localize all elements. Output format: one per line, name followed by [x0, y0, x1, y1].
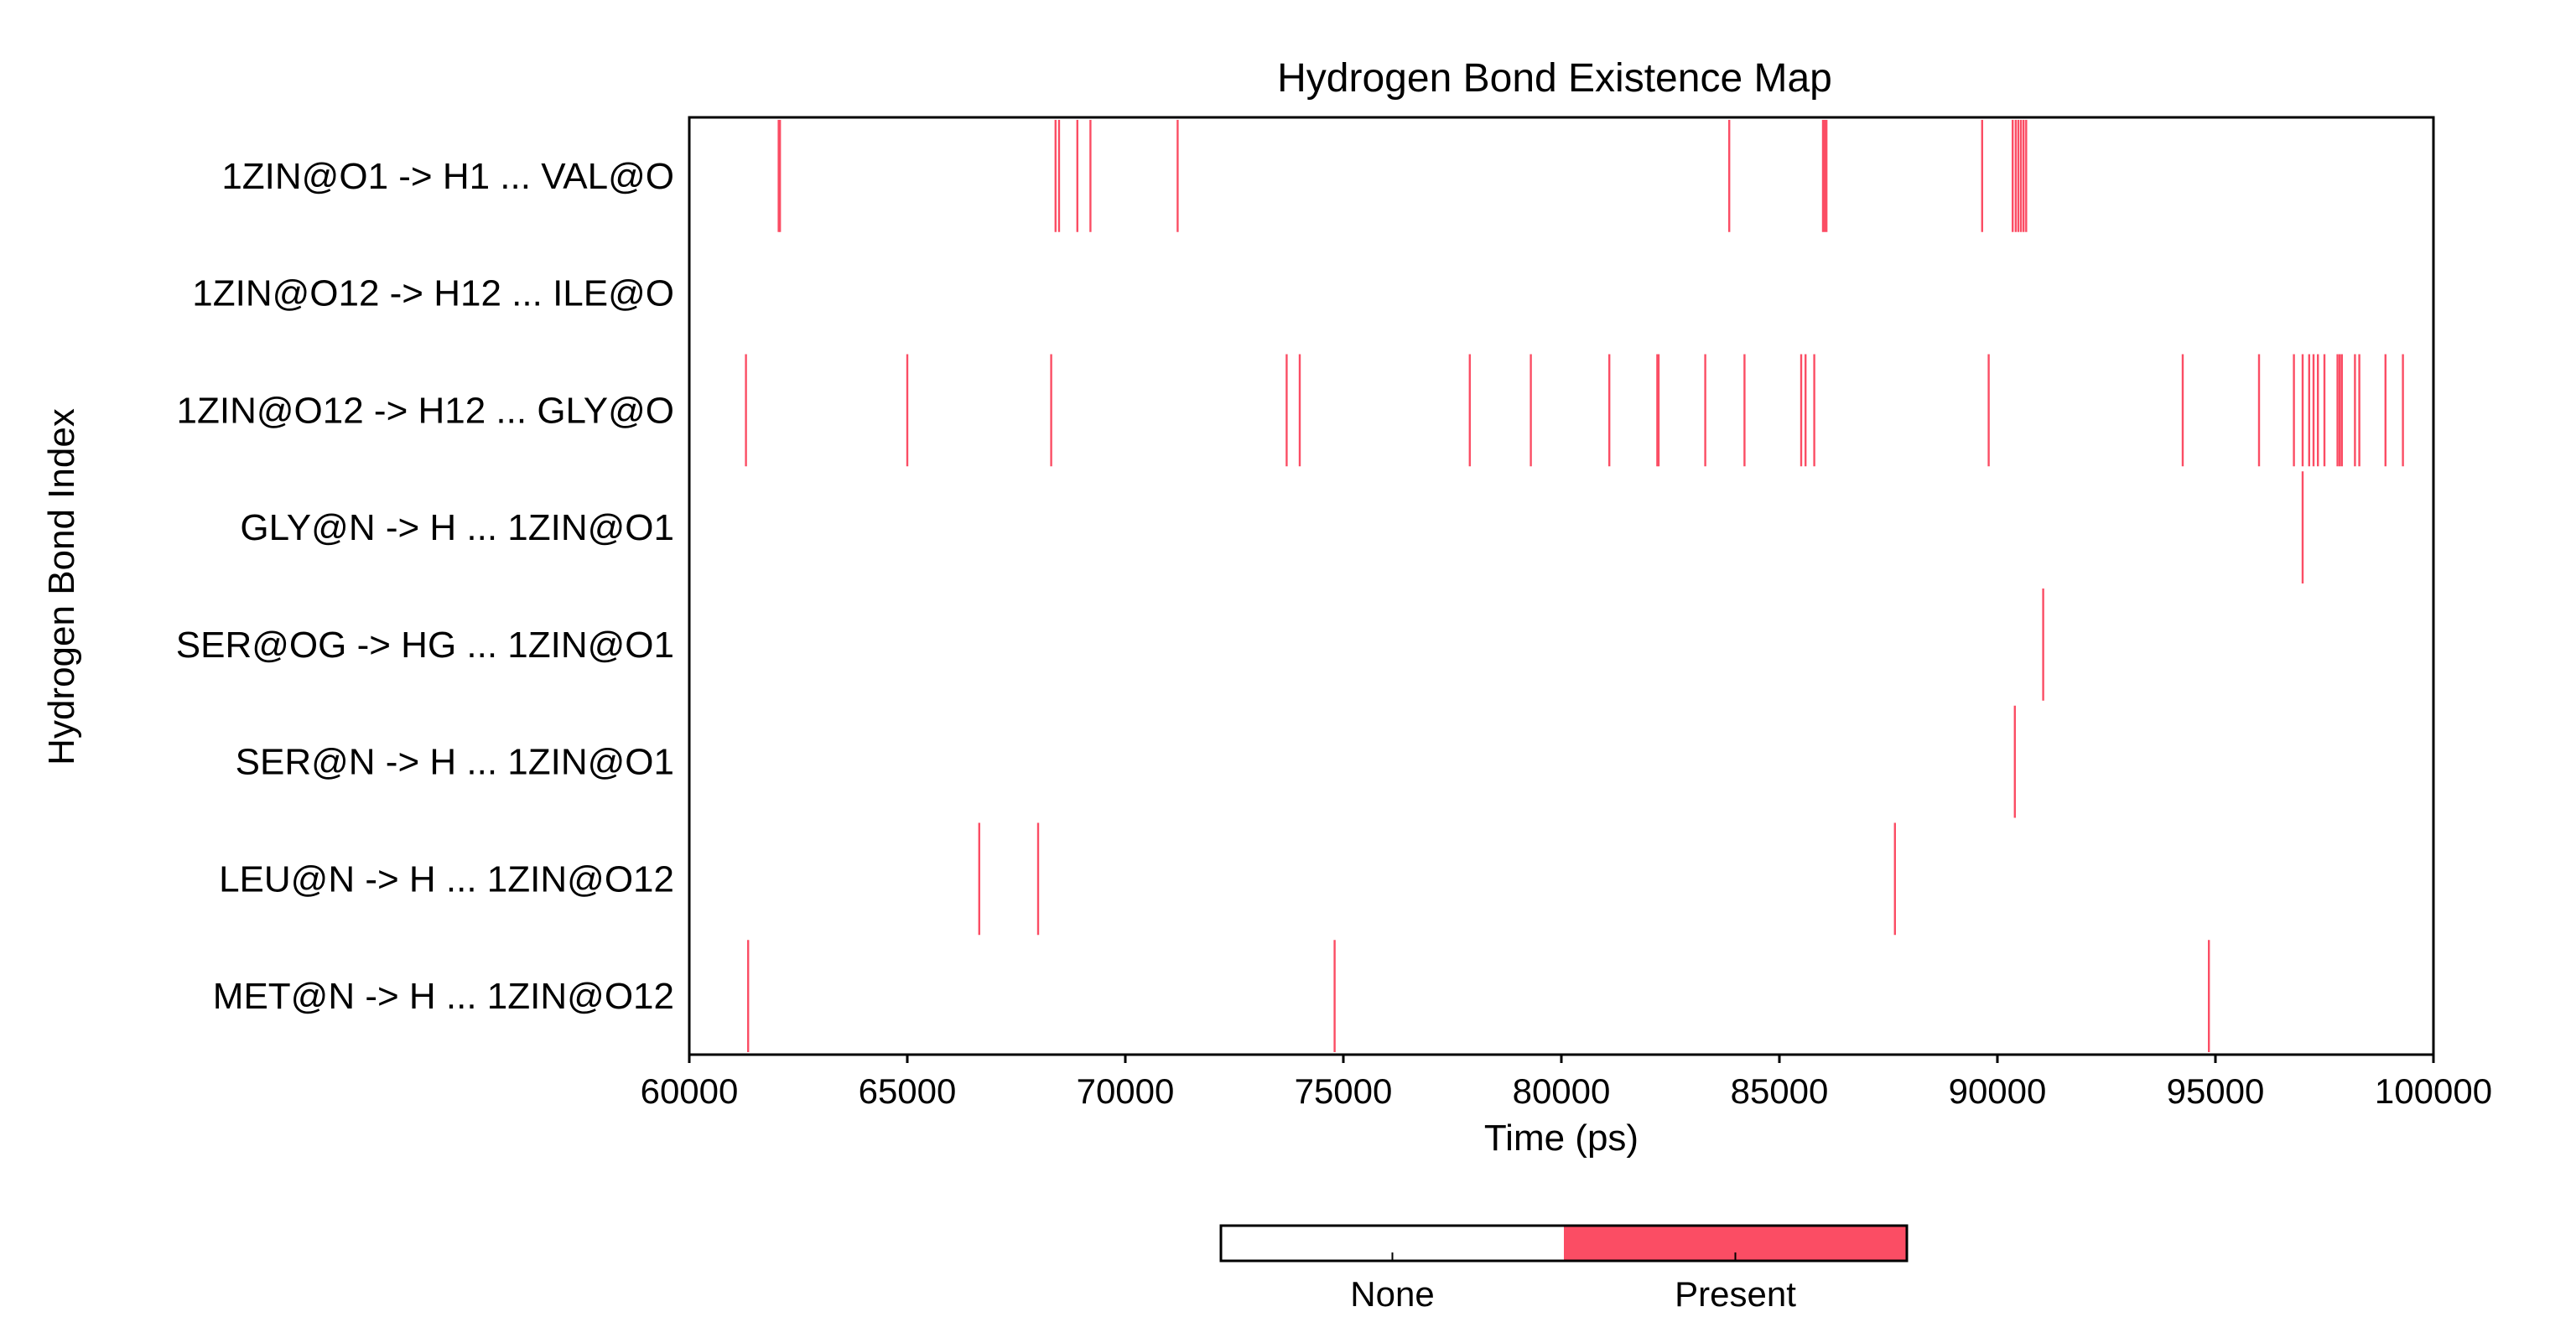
plot-frame — [688, 116, 2435, 1056]
bond-event-bar — [2025, 120, 2028, 232]
bond-event-bar — [1704, 354, 1706, 467]
bond-event-bar — [1656, 354, 1659, 467]
bond-event-bar — [2014, 120, 2018, 232]
bond-event-bar — [2042, 589, 2044, 701]
bond-event-marks — [745, 120, 2404, 1052]
bond-event-bar — [2012, 120, 2014, 232]
bond-event-bar — [1530, 354, 1532, 467]
bond-event-bar — [2301, 471, 2304, 583]
bond-event-bar — [2339, 354, 2341, 467]
x-tick-label: 75000 — [1295, 1071, 1393, 1111]
bond-event-bar — [1728, 120, 1731, 232]
bond-event-bar — [1057, 120, 1061, 232]
x-tick-label: 80000 — [1513, 1071, 1611, 1111]
bond-event-bar — [2312, 354, 2315, 467]
colorbar-legend: None Present — [1219, 1224, 1909, 1314]
bond-event-bar — [2317, 354, 2319, 467]
x-axis-ticks: 60000 65000 70000 75000 80000 85000 90000 95000… — [641, 1055, 2492, 1111]
row-label: GLY@N -> H ... 1ZIN@O1 — [240, 507, 674, 548]
row-labels: 1ZIN@O1 -> H1 ... VAL@O 1ZIN@O12 -> H12 .… — [176, 156, 674, 1017]
bond-event-bar — [1743, 354, 1746, 467]
bond-event-bar — [1176, 120, 1179, 232]
bond-event-bar — [1298, 354, 1301, 467]
x-tick-label: 65000 — [859, 1071, 957, 1111]
bond-event-bar — [1981, 120, 1983, 232]
bond-event-bar — [2354, 354, 2356, 467]
bond-event-bar — [2384, 354, 2386, 467]
bond-event-bar — [2181, 354, 2184, 467]
bond-event-bar — [1333, 940, 1336, 1052]
bond-event-bar — [2293, 354, 2295, 467]
x-tick-label: 85000 — [1731, 1071, 1829, 1111]
bond-event-bar — [2308, 354, 2310, 467]
bond-event-bar — [1657, 354, 1660, 467]
bond-event-bar — [1285, 354, 1288, 467]
bond-event-bar — [745, 354, 747, 467]
legend-frame — [1219, 1224, 1909, 1263]
legend-label: None — [1350, 1274, 1434, 1314]
x-tick-label: 95000 — [2167, 1071, 2265, 1111]
bond-event-bar — [1825, 120, 1828, 232]
bond-event-bar — [2340, 354, 2343, 467]
bond-event-bar — [2017, 120, 2020, 232]
row-label: 1ZIN@O12 -> H12 ... GLY@O — [177, 390, 674, 431]
bond-event-bar — [2208, 940, 2210, 1052]
bond-event-bar — [978, 822, 980, 936]
legend-label: Present — [1675, 1274, 1796, 1314]
bond-event-bar — [1608, 354, 1611, 467]
bond-event-bar — [1054, 120, 1057, 232]
row-label: SER@N -> H ... 1ZIN@O1 — [236, 742, 674, 783]
bond-event-bar — [2336, 354, 2339, 467]
x-tick-label: 60000 — [641, 1071, 739, 1111]
bond-event-bar — [1036, 822, 1040, 936]
bond-event-bar — [1468, 354, 1471, 467]
bond-event-bar — [1805, 354, 1807, 467]
bond-event-bar — [2023, 120, 2025, 232]
bond-event-bar — [1050, 354, 1052, 467]
bond-event-bar — [1813, 354, 1815, 467]
bond-event-bar — [1800, 354, 1803, 467]
y-axis-label: Hydrogen Bond Index — [41, 408, 82, 765]
bond-event-bar — [2257, 354, 2261, 467]
bond-event-bar — [1893, 822, 1896, 936]
bond-event-bar — [1821, 120, 1825, 232]
x-tick-label: 70000 — [1077, 1071, 1175, 1111]
row-label: LEU@N -> H ... 1ZIN@O12 — [219, 858, 674, 900]
bond-event-bar — [777, 120, 780, 232]
row-label: 1ZIN@O12 -> H12 ... ILE@O — [192, 273, 674, 314]
row-label: 1ZIN@O1 -> H1 ... VAL@O — [221, 156, 674, 197]
x-tick-label: 90000 — [1949, 1071, 2047, 1111]
bond-event-bar — [778, 120, 782, 232]
bond-event-bar — [906, 354, 909, 467]
bond-event-bar — [1823, 120, 1826, 232]
bond-event-bar — [2358, 354, 2360, 467]
bond-event-bar — [2301, 354, 2304, 467]
bond-event-bar — [747, 940, 750, 1052]
bond-event-bar — [1076, 120, 1078, 232]
row-label: MET@N -> H ... 1ZIN@O12 — [213, 976, 674, 1017]
bond-event-bar — [2402, 354, 2404, 467]
row-label: SER@OG -> HG ... 1ZIN@O1 — [176, 625, 674, 666]
bond-event-bar — [1089, 120, 1092, 232]
bond-event-bar — [2019, 120, 2023, 232]
bond-event-bar — [2013, 705, 2016, 818]
chart-title: Hydrogen Bond Existence Map — [1277, 56, 1832, 101]
bond-event-bar — [2323, 354, 2326, 467]
x-tick-label: 100000 — [2375, 1071, 2492, 1111]
x-axis-label: Time (ps) — [1484, 1117, 1639, 1159]
bond-event-bar — [1987, 354, 1990, 467]
